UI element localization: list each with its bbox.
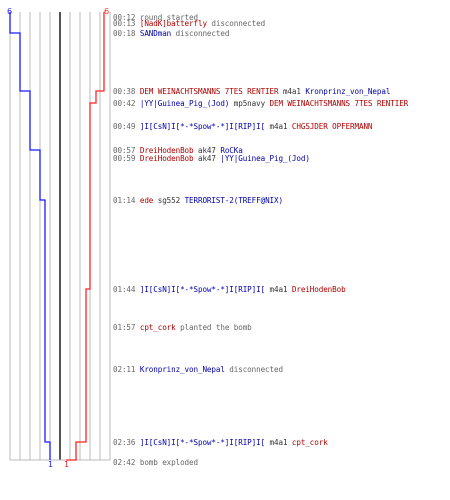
player-name-red: DEM WEINACHTSMANNS 7TES RENTIER bbox=[139, 87, 279, 96]
log-entry: 02:36 ]I[CsN]I[*-*Spow*-*]I[RIP]I[ m4a1 … bbox=[113, 437, 328, 448]
player-name-blue: ]I[CsN]I[*-*Spow*-*]I[RIP]I[ bbox=[139, 438, 266, 447]
player-name-blue: ]I[CsN]I[*-*Spow*-*]I[RIP]I[ bbox=[139, 285, 266, 294]
log-entry: 00:59 DreiHodenBob ak47 |YY|Guinea_Pig_(… bbox=[113, 153, 310, 164]
player-name-red: CHGSJDER OPFERMANN bbox=[291, 122, 373, 131]
log-entry: 02:42 bomb exploded bbox=[113, 457, 198, 468]
blue-team-step-line bbox=[9, 12, 51, 460]
log-entry: 02:11 Kronprinz_von_Nepal disconnected bbox=[113, 364, 283, 375]
blue-end-count: 1 bbox=[48, 460, 53, 469]
player-name-blue: SANDman bbox=[139, 29, 172, 38]
log-text: disconnected bbox=[224, 365, 283, 374]
player-name-red: [NadK]batterfly bbox=[139, 19, 207, 28]
log-text: ak47 bbox=[193, 154, 221, 163]
log-time: 01:14 bbox=[113, 196, 136, 205]
graph-steps bbox=[9, 12, 105, 461]
log-entry: 01:44 ]I[CsN]I[*-*Spow*-*]I[RIP]I[ m4a1 … bbox=[113, 284, 346, 295]
log-text: disconnected bbox=[206, 19, 266, 28]
player-name-blue: ]I[CsN]I[*-*Spow*-*]I[RIP]I[ bbox=[139, 122, 266, 131]
log-entry: 00:13 [NadK]batterfly disconnected bbox=[113, 18, 265, 29]
log-time: 00:59 bbox=[113, 154, 136, 163]
log-entry: 01:57 cpt_cork planted the bomb bbox=[113, 322, 252, 333]
player-name-red: DreiHodenBob bbox=[139, 154, 194, 163]
player-name-blue: TERRORIST-2(TREFF@NIX) bbox=[184, 196, 283, 205]
log-time: 00:57 bbox=[113, 146, 136, 155]
log-entry: 00:38 DEM WEINACHTSMANNS 7TES RENTIER m4… bbox=[113, 86, 390, 97]
player-name-blue: Kronprinz_von_Nepal bbox=[305, 87, 391, 96]
log-time: 00:12 bbox=[113, 13, 136, 22]
log-entry: 00:42 |YY|Guinea_Pig_(Jod) mp5navy DEM W… bbox=[113, 98, 408, 109]
log-text: sg552 bbox=[153, 196, 185, 205]
log-time: 02:36 bbox=[113, 438, 136, 447]
log-time: 00:38 bbox=[113, 87, 136, 96]
log-entry: 00:12 round started bbox=[113, 12, 198, 23]
log-text: planted the bomb bbox=[175, 323, 252, 332]
log-text: bomb exploded bbox=[139, 458, 198, 467]
player-name-blue: |YY|Guinea_Pig_(Jod) bbox=[139, 99, 230, 108]
log-time: 01:57 bbox=[113, 323, 136, 332]
blue-start-count: 6 bbox=[7, 7, 12, 16]
red-team-step-line bbox=[66, 12, 105, 461]
player-name-red: cpt_cork bbox=[291, 438, 328, 447]
log-entry: 00:57 DreiHodenBob ak47 RoCKa bbox=[113, 145, 243, 156]
log-text: ak47 bbox=[193, 146, 221, 155]
log-text: m4a1 bbox=[265, 122, 292, 131]
log-text: disconnected bbox=[171, 29, 230, 38]
log-entry: 00:49 ]I[CsN]I[*-*Spow*-*]I[RIP]I[ m4a1 … bbox=[113, 121, 373, 132]
player-name-red: DreiHodenBob bbox=[291, 285, 346, 294]
player-name-red: DEM WEINACHTSMANNS 7TES RENTIER bbox=[269, 99, 409, 108]
player-name-red: cpt_cork bbox=[139, 323, 176, 332]
log-time: 00:49 bbox=[113, 122, 136, 131]
red-start-count: 6 bbox=[104, 7, 109, 16]
log-text: m4a1 bbox=[265, 285, 292, 294]
log-text: m4a1 bbox=[278, 87, 306, 96]
log-time: 02:11 bbox=[113, 365, 136, 374]
log-entry: 00:18 SANDman disconnected bbox=[113, 28, 229, 39]
player-name-red: DreiHodenBob bbox=[139, 146, 194, 155]
log-time: 00:42 bbox=[113, 99, 136, 108]
log-text: m4a1 bbox=[265, 438, 292, 447]
log-time: 02:42 bbox=[113, 458, 136, 467]
log-entry: 01:14 ede sg552 TERRORIST-2(TREFF@NIX) bbox=[113, 195, 283, 206]
red-end-count: 1 bbox=[64, 460, 69, 469]
log-time: 00:13 bbox=[113, 19, 136, 28]
log-time: 00:18 bbox=[113, 29, 136, 38]
player-name-blue: |YY|Guinea_Pig_(Jod) bbox=[220, 154, 310, 163]
log-time: 01:44 bbox=[113, 285, 136, 294]
player-name-blue: Kronprinz_von_Nepal bbox=[139, 365, 225, 374]
log-text: mp5navy bbox=[229, 99, 270, 108]
player-name-blue: RoCKa bbox=[220, 146, 243, 155]
player-name-red: ede bbox=[139, 196, 154, 205]
log-text: round started bbox=[139, 13, 198, 22]
